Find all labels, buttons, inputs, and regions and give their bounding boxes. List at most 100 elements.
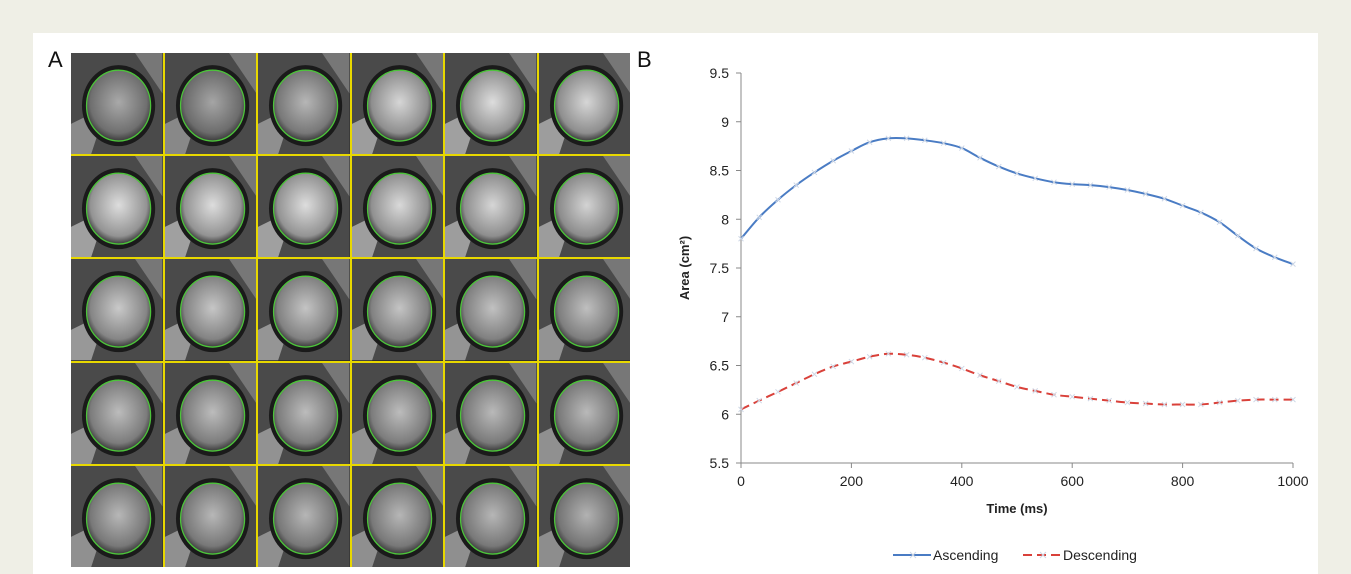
data-point-marker (1014, 384, 1020, 390)
data-point-marker (1069, 393, 1076, 400)
mri-frame (351, 362, 443, 464)
mri-frame (445, 465, 537, 567)
lumen-contour (459, 69, 526, 142)
lumen-contour (366, 482, 432, 555)
data-point-marker (995, 378, 1002, 384)
mri-frame (351, 259, 443, 361)
y-tick-label: 7.5 (710, 260, 730, 276)
mri-frame (538, 53, 630, 155)
lumen-contour (85, 172, 152, 245)
panel-label-b: B (637, 47, 652, 72)
data-point-marker (1161, 195, 1168, 202)
data-point-marker (1216, 399, 1223, 406)
lumen-contour (272, 379, 339, 452)
data-point-marker (1234, 232, 1241, 239)
mri-frame (258, 362, 350, 464)
mri-frame (445, 259, 537, 361)
lumen-contour (366, 172, 432, 245)
legend-label-ascending: Ascending (933, 547, 998, 563)
y-tick-label: 5.5 (710, 455, 730, 471)
lumen-contour (85, 379, 152, 452)
lumen-contour (459, 172, 526, 245)
mri-frame (351, 156, 443, 258)
figure-panel: A B 5.5 6 6.5 7 7.5 8 8.5 9 9.5 0 200 400 600 800 1000… (33, 33, 1318, 574)
data-point-marker (1142, 191, 1149, 197)
mri-frame (258, 156, 350, 258)
area-time-chart: 5.5 6 6.5 7 7.5 8 8.5 9 9.5 0 200 400 600 800 1000 Time… (677, 65, 1309, 563)
data-point-marker (756, 397, 763, 404)
data-point-marker (940, 140, 947, 147)
data-point-marker (1087, 395, 1094, 402)
data-point-marker (848, 358, 855, 365)
lumen-contour (272, 482, 339, 555)
data-point-marker (1216, 219, 1223, 226)
lumen-contour (459, 379, 526, 452)
mri-frame (445, 362, 537, 464)
lumen-contour (553, 379, 619, 452)
lumen-contour (179, 379, 245, 452)
data-point-marker (1051, 391, 1057, 398)
x-tick-label: 800 (1171, 473, 1195, 489)
data-point-marker (903, 135, 910, 142)
series-line-ascending (740, 136, 1294, 266)
y-tick-label: 6.5 (710, 358, 730, 374)
data-point-marker (793, 380, 800, 386)
mri-image-grid (71, 53, 630, 567)
data-point-marker (1014, 170, 1020, 177)
data-point-marker (738, 235, 744, 242)
data-point-marker (1106, 184, 1113, 190)
mri-frame (71, 465, 163, 567)
mri-frame (71, 156, 163, 258)
mri-frame (445, 156, 537, 258)
lumen-contour (366, 379, 432, 452)
data-point-marker (1124, 399, 1131, 406)
data-point-marker (830, 363, 837, 370)
mri-frame (445, 53, 537, 155)
data-point-marker (830, 157, 837, 164)
data-point-marker (775, 196, 781, 203)
mri-frame (538, 156, 630, 258)
y-tick-label: 9.5 (710, 65, 730, 81)
data-point-marker (1179, 202, 1186, 209)
data-point-marker (921, 137, 928, 144)
y-axis-title: Area (cm²) (677, 236, 692, 300)
y-tick-label: 8.5 (710, 163, 730, 179)
lumen-contour (553, 172, 619, 245)
y-tick-label: 8 (721, 211, 729, 227)
lumen-contour (179, 172, 245, 245)
x-axis-title: Time (ms) (986, 501, 1047, 516)
lumen-contour (179, 275, 245, 349)
data-point-marker (1142, 400, 1149, 407)
lumen-contour (366, 275, 432, 349)
x-tick-label: 400 (950, 473, 974, 489)
mri-frame (164, 53, 256, 155)
data-point-marker (1253, 245, 1259, 252)
data-point-marker (866, 353, 873, 360)
mri-frame (71, 362, 163, 464)
data-point-marker (1197, 209, 1204, 216)
mri-frame (351, 53, 443, 155)
lumen-contour (272, 275, 339, 349)
mri-frame (258, 259, 350, 361)
data-point-marker (885, 135, 892, 142)
data-point-marker (1106, 397, 1113, 404)
legend-marker (1039, 551, 1047, 559)
data-point-marker (1271, 254, 1278, 261)
lumen-contour (179, 69, 245, 142)
mri-frame (164, 259, 256, 361)
mri-frame (258, 465, 350, 567)
data-point-marker (995, 163, 1002, 170)
lumen-contour (553, 482, 619, 555)
data-point-marker (1032, 175, 1039, 182)
data-point-marker (958, 365, 965, 372)
series-line-descending (740, 352, 1293, 411)
lumen-contour (553, 69, 619, 142)
lumen-contour (366, 69, 432, 142)
data-point-marker (1271, 396, 1278, 403)
lumen-contour (179, 482, 245, 555)
data-point-marker (1290, 261, 1296, 267)
lumen-contour (272, 69, 339, 142)
data-point-marker (921, 354, 928, 361)
legend-label-descending: Descending (1063, 547, 1137, 563)
y-tick-label: 9 (721, 114, 729, 130)
